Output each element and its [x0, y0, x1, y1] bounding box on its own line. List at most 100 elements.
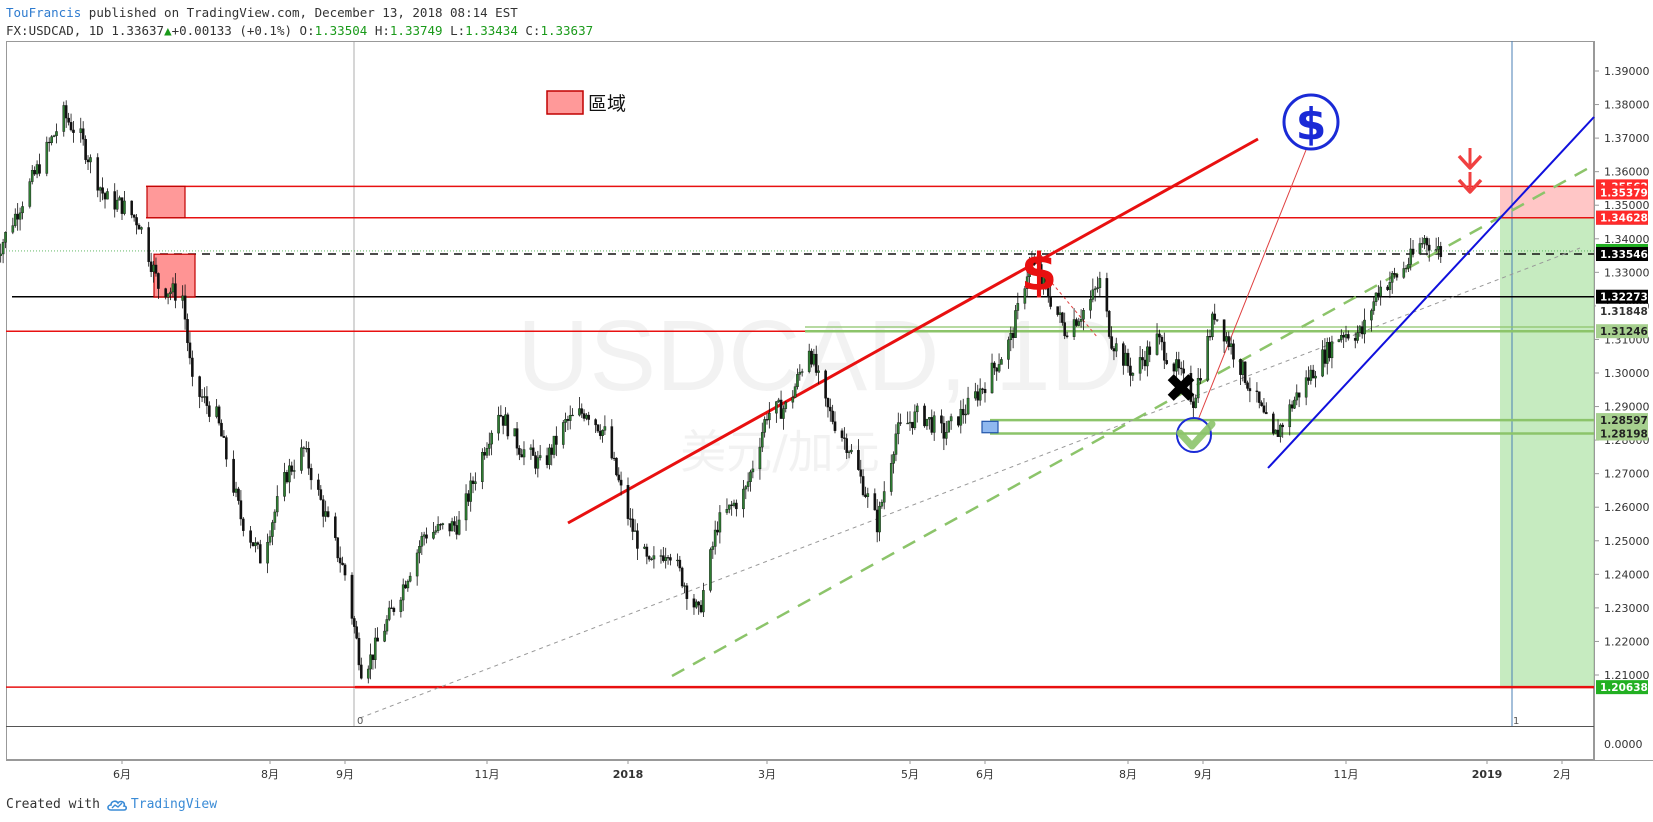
- candle: [1281, 422, 1285, 438]
- candle: [1232, 339, 1235, 368]
- candle: [561, 420, 565, 449]
- candle: [1165, 352, 1169, 366]
- candle: [930, 409, 934, 435]
- candle: [784, 401, 788, 413]
- horizontal-levels: [6, 185, 1594, 689]
- candle: [1434, 237, 1438, 253]
- candle: [1194, 394, 1198, 409]
- candle: [28, 178, 32, 209]
- candle: [1243, 361, 1247, 386]
- candle: [610, 419, 614, 460]
- candle: [964, 404, 967, 424]
- candle: [814, 345, 818, 376]
- candle: [603, 415, 607, 435]
- red-trend-line: [567, 137, 1259, 525]
- candle: [137, 223, 141, 230]
- candle: [33, 166, 36, 176]
- candle: [1028, 256, 1031, 286]
- candle: [217, 404, 221, 426]
- candle: [594, 418, 597, 433]
- candle: [882, 481, 886, 510]
- candle: [448, 523, 452, 537]
- candle: [1105, 272, 1109, 318]
- candle: [504, 407, 507, 426]
- candle: [749, 469, 752, 492]
- candle: [390, 599, 393, 609]
- y-tick-label: 1.37000: [1604, 132, 1650, 145]
- y-tick-label: 1.36000: [1604, 166, 1650, 179]
- candle: [791, 390, 795, 409]
- candle: [598, 424, 602, 440]
- candle: [864, 486, 867, 499]
- candle: [1425, 236, 1429, 256]
- candle: [908, 411, 912, 431]
- candle: [225, 435, 228, 467]
- svg-text:1.20638: 1.20638: [1600, 682, 1648, 694]
- candle: [793, 383, 797, 398]
- price-label: 1.28597: [1596, 413, 1648, 428]
- dollar-sign-icon: $: [1021, 243, 1057, 303]
- candle: [1093, 286, 1097, 302]
- candle: [1044, 272, 1048, 291]
- candle: [828, 398, 832, 422]
- candle: [1323, 338, 1327, 368]
- candle: [132, 214, 136, 222]
- x-tick-label: 9月: [1194, 768, 1212, 781]
- candle: [1260, 400, 1263, 407]
- candle: [222, 430, 226, 438]
- time-axis[interactable]: 6月 8月 9月 11月 2018 3月 5月 6月 8月 9月 11月 2019 2月: [113, 760, 1571, 781]
- candle: [186, 313, 189, 352]
- x-tick-label: 6月: [113, 768, 131, 781]
- y-tick-label: 1.24000: [1604, 568, 1650, 581]
- candle: [273, 509, 277, 530]
- candle: [775, 401, 778, 423]
- candle: [765, 413, 769, 425]
- candle: [321, 495, 325, 528]
- svg-text:1.34628: 1.34628: [1600, 213, 1648, 225]
- candle: [685, 583, 689, 610]
- candle: [401, 578, 405, 612]
- y-tick-label: 1.33000: [1604, 266, 1650, 279]
- candle: [631, 508, 635, 541]
- author-link[interactable]: TouFrancis: [6, 5, 82, 20]
- candle: [894, 424, 898, 462]
- candle: [1138, 346, 1142, 381]
- candle: [450, 517, 454, 532]
- candle: [1189, 365, 1193, 405]
- candle: [678, 555, 682, 572]
- candle: [275, 485, 279, 517]
- symbol-name[interactable]: FX:USDCAD, 1D: [6, 23, 104, 38]
- watermark-symbol: USDCAD, 1D: [517, 300, 1123, 412]
- candle: [251, 542, 255, 547]
- candle: [369, 643, 372, 680]
- candle: [123, 191, 126, 216]
- candle: [350, 572, 354, 625]
- candle: [237, 486, 240, 505]
- candle: [183, 284, 187, 330]
- candle: [1295, 384, 1299, 406]
- candle: [629, 508, 632, 528]
- price-axis[interactable]: 1.39000 1.38000 1.37000 1.36000 1.35000 1.340…: [1594, 65, 1650, 751]
- candle: [198, 375, 201, 409]
- candle: [861, 469, 865, 497]
- tradingview-brand[interactable]: TradingView: [106, 797, 217, 812]
- candle: [1, 238, 5, 264]
- candle: [716, 521, 719, 536]
- candle: [1255, 382, 1259, 403]
- down-arrows-icon: [1457, 148, 1483, 194]
- y-tick-label: 1.38000: [1604, 99, 1650, 112]
- candle: [45, 136, 49, 177]
- price-label: 1.34628: [1596, 210, 1648, 225]
- svg-text:1.32273: 1.32273: [1600, 292, 1648, 304]
- candle: [1404, 265, 1408, 273]
- candle: [1177, 351, 1181, 375]
- candle: [529, 444, 533, 460]
- candle: [371, 654, 375, 670]
- candle: [79, 117, 83, 143]
- candle: [702, 582, 705, 618]
- candle: [833, 411, 837, 434]
- dollar-target-icon: $: [1282, 93, 1340, 151]
- candle: [709, 547, 712, 593]
- candle: [1420, 237, 1424, 248]
